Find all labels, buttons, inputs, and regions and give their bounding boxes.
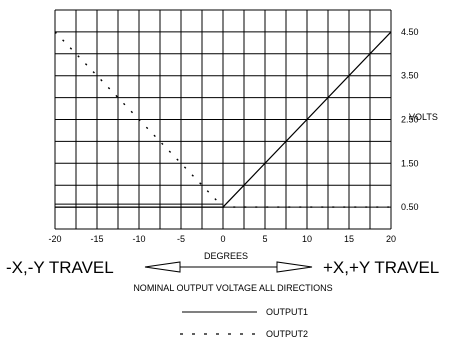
y-tick-label: 2.50 — [401, 115, 419, 125]
legend-label-output2: OUTPUT2 — [266, 329, 308, 339]
legend-label-output1: OUTPUT1 — [266, 307, 308, 317]
x-tick-label: 10 — [302, 234, 312, 244]
chart-grid — [54, 9, 392, 230]
y-tick-label: 4.50 — [401, 27, 419, 37]
series-line-output2 — [54, 31, 391, 208]
x-tick-label: 0 — [220, 234, 225, 244]
left-travel-label: -X,-Y TRAVEL — [6, 258, 114, 277]
x-tick-label: -15 — [90, 234, 103, 244]
x-tick-label: 5 — [262, 234, 267, 244]
x-tick-label: -10 — [132, 234, 145, 244]
x-tick-label: 15 — [344, 234, 354, 244]
y-tick-label: 0.50 — [401, 202, 419, 212]
right-travel-label: +X,+Y TRAVEL — [323, 258, 439, 277]
chart-ticks: -20 -15 -10 -5 0 5 10 15 20 0.50 1.50 2.50 3.50 4.50 — [48, 27, 418, 244]
x-tick-label: -5 — [177, 234, 185, 244]
y-tick-label: 3.50 — [401, 71, 419, 81]
y-tick-label: 1.50 — [401, 158, 419, 168]
y-axis-label: VOLTS — [409, 112, 438, 122]
chart-series — [54, 31, 392, 208]
x-tick-label: 20 — [386, 234, 396, 244]
x-tick-label: -20 — [48, 234, 61, 244]
chart-caption: NOMINAL OUTPUT VOLTAGE ALL DIRECTIONS — [133, 283, 332, 293]
travel-arrow — [144, 261, 313, 273]
x-axis-label: DEGREES — [204, 251, 248, 261]
